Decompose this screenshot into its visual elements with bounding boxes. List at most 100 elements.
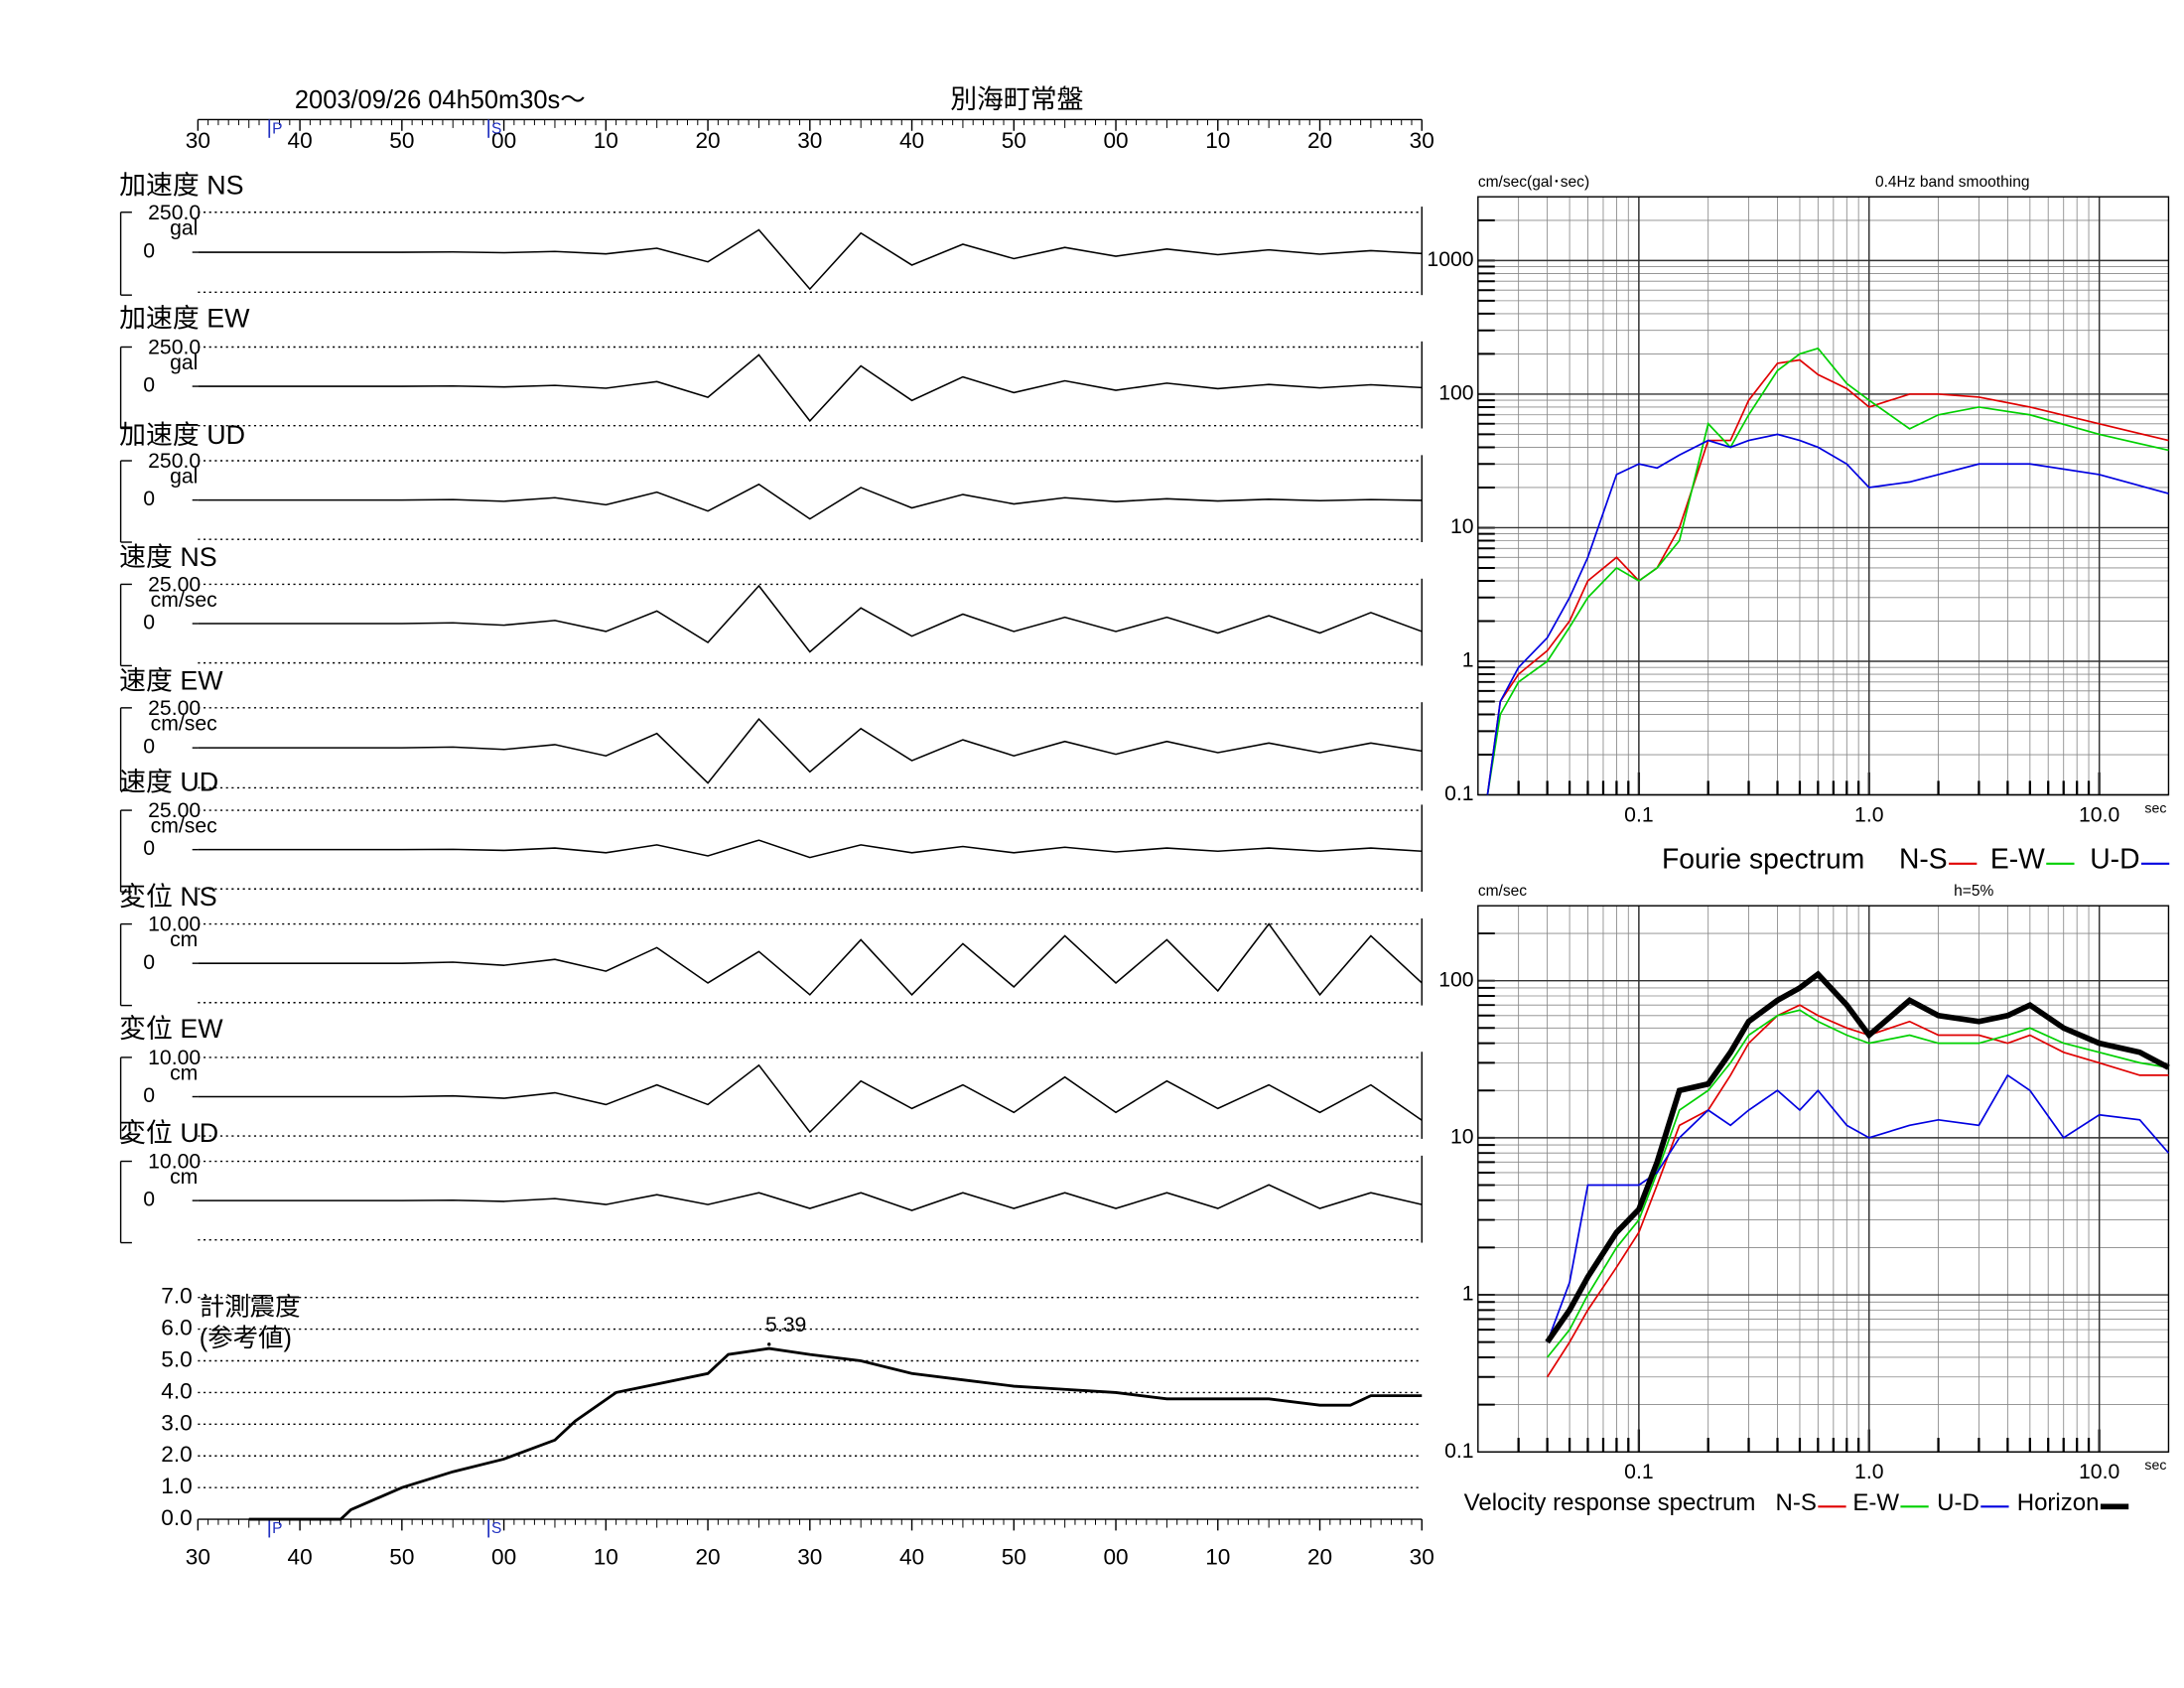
y-tick-label: 100 <box>1438 382 1473 405</box>
spectrum-line <box>1486 358 2169 795</box>
y-tick-label: 0 <box>143 951 155 974</box>
time-tick-label: 20 <box>1307 1545 1332 1570</box>
unit-label: cm/sec <box>151 712 218 735</box>
time-tick-label: 00 <box>491 128 516 153</box>
y-tick-label: 7.0 <box>161 1284 192 1309</box>
x-tick-label: 0.1 <box>1624 803 1653 826</box>
time-tick-label: 50 <box>389 128 414 153</box>
y-tick-label: 250.0 <box>148 202 201 224</box>
time-tick-label: 50 <box>1002 1545 1026 1570</box>
spectrum-line <box>1546 1073 2170 1342</box>
time-tick-label: 50 <box>389 1545 414 1570</box>
x-tick-label: 1.0 <box>1854 803 1883 826</box>
x-axis-label: sec <box>2144 1457 2166 1473</box>
peak-dot <box>767 1342 771 1346</box>
unit-label: cm <box>170 928 198 951</box>
y-tick-label: 4.0 <box>161 1378 192 1403</box>
time-tick-label: 10 <box>1205 1545 1230 1570</box>
y-tick-label: 250.0 <box>148 336 201 358</box>
time-tick-label: 40 <box>288 128 313 153</box>
legend-title: Fourie spectrum <box>1662 842 1864 874</box>
y-tick-label: 0.0 <box>161 1505 192 1530</box>
y-tick-label: 0 <box>143 488 155 510</box>
y-tick-label: 250.0 <box>148 450 201 473</box>
y-tick-label: 0 <box>143 837 155 860</box>
y-tick-label: 25.00 <box>148 697 201 720</box>
waveform <box>198 1063 1423 1134</box>
unit-label: cm/sec <box>151 589 218 612</box>
panel-title: 変位 NS <box>119 882 217 912</box>
y-tick-label: 1 <box>1462 1283 1474 1306</box>
y-tick-label: 1000 <box>1427 248 1473 271</box>
y-tick-label: 0.1 <box>1444 1440 1473 1463</box>
panel-title: 速度 NS <box>119 542 217 572</box>
spectrum-line <box>1486 433 2169 795</box>
y-tick-label: 3.0 <box>161 1410 192 1435</box>
time-tick-label: 40 <box>899 1545 924 1570</box>
y-tick-label: 1 <box>1462 649 1474 672</box>
waveform <box>198 717 1423 784</box>
time-tick-label: 50 <box>1002 128 1026 153</box>
y-tick-label: 0 <box>143 736 155 759</box>
waveform <box>198 839 1423 859</box>
y-tick-label: 10.00 <box>148 914 201 936</box>
unit-label: gal <box>170 466 198 489</box>
y-tick-label: 10.00 <box>148 1151 201 1174</box>
y-tick-label: 2.0 <box>161 1442 192 1467</box>
legend-label: Horizon <box>2017 1489 2100 1516</box>
y-tick-label: 5.0 <box>161 1346 192 1371</box>
x-tick-label: 10.0 <box>2079 803 2119 826</box>
y-tick-label: 1.0 <box>161 1474 192 1498</box>
time-tick-label: 40 <box>288 1545 313 1570</box>
legend-label: E-W <box>1852 1489 1899 1516</box>
station-title: 別海町常盤 <box>950 84 1083 114</box>
time-tick-label: 10 <box>1205 128 1230 153</box>
y-tick-label: 0 <box>143 240 155 263</box>
x-tick-label: 0.1 <box>1624 1461 1653 1483</box>
date-title: 2003/09/26 04h50m30s〜 <box>295 86 586 114</box>
time-tick-label: 30 <box>797 128 822 153</box>
time-tick-label: 30 <box>1410 1545 1434 1570</box>
panel-title: 速度 UD <box>119 767 218 796</box>
intensity-subtitle: (参考値) <box>200 1325 292 1352</box>
waveform <box>198 483 1423 520</box>
time-tick-label: 30 <box>186 128 210 153</box>
phase-marker-label: S <box>491 1520 501 1537</box>
y-tick-label: 0 <box>143 374 155 397</box>
legend-label: U-D <box>1937 1489 1979 1516</box>
y-tick-label: 100 <box>1438 968 1473 991</box>
time-tick-label: 00 <box>1103 1545 1128 1570</box>
note: h=5% <box>1954 883 1993 900</box>
unit-label: gal <box>170 352 198 374</box>
y-tick-label: 10 <box>1450 515 1474 538</box>
unit-label: cm <box>170 1166 198 1189</box>
waveform <box>198 922 1423 997</box>
plot-frame <box>1477 196 2170 796</box>
legend-label: N-S <box>1776 1489 1817 1516</box>
y-tick-label: 10 <box>1450 1125 1474 1148</box>
intensity-line <box>248 1346 1423 1521</box>
panel-title: 速度 EW <box>119 665 223 695</box>
time-tick-label: 00 <box>491 1545 516 1570</box>
phase-marker-label: P <box>272 120 282 137</box>
time-tick-label: 20 <box>695 1545 720 1570</box>
legend-label: E-W <box>1990 842 2045 874</box>
time-tick-label: 30 <box>186 1545 210 1570</box>
y-tick-label: 0 <box>143 612 155 634</box>
time-tick-label: 30 <box>797 1545 822 1570</box>
y-tick-label: 10.00 <box>148 1047 201 1069</box>
y-axis-label: cm/sec <box>1478 883 1527 900</box>
x-axis-label: sec <box>2144 799 2166 815</box>
intensity-title: 計測震度 <box>200 1294 301 1322</box>
unit-label: cm/sec <box>151 815 218 838</box>
legend-label: N-S <box>1899 842 1948 874</box>
note: 0.4Hz band smoothing <box>1875 174 2030 191</box>
time-tick-label: 10 <box>594 1545 618 1570</box>
y-tick-label: 6.0 <box>161 1316 192 1340</box>
x-tick-label: 1.0 <box>1854 1461 1883 1483</box>
time-tick-label: 20 <box>695 128 720 153</box>
y-tick-label: 25.00 <box>148 573 201 596</box>
plot-frame <box>1477 905 2170 1453</box>
peak-label: 5.39 <box>765 1314 806 1336</box>
legend-label: U-D <box>2090 842 2139 874</box>
